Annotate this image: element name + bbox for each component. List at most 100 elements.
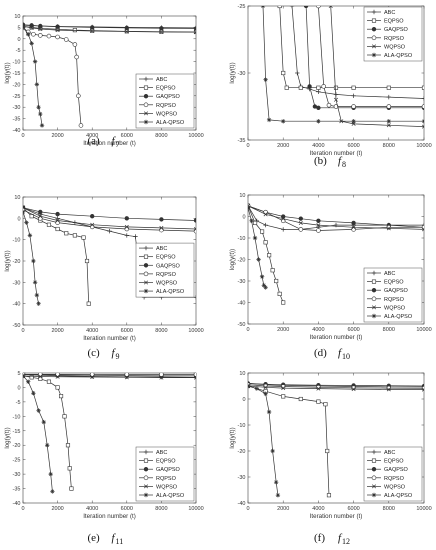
legend-label-gaqpso: GAQPSO	[156, 467, 181, 473]
legend-marker	[143, 475, 149, 481]
y-tick-label: -10	[13, 238, 21, 244]
y-tick-label: -30	[13, 105, 21, 111]
legend-label-ala-qpso: ALA-QPSO	[384, 314, 413, 320]
data-point	[159, 29, 164, 34]
y-tick-label: -35	[13, 117, 21, 123]
legend-marker	[371, 449, 377, 455]
x-tick-label: 6000	[121, 506, 133, 512]
x-tick-label: 8000	[155, 328, 167, 334]
y-tick-label: 10	[239, 193, 245, 199]
panel-caption: (f) f 12	[314, 532, 350, 546]
chart-panel-f: 0 2000 4000 6000 8000 10000 10 0 -10 -20 -30 -40 Ite…	[229, 371, 432, 546]
data-point	[386, 226, 391, 231]
data-point	[263, 212, 268, 217]
data-point	[386, 387, 391, 392]
x-tick-label: 6000	[347, 506, 359, 512]
legend-label-eqpso: EQPSO	[156, 86, 176, 92]
y-tick-label: -30	[13, 472, 21, 478]
data-point	[90, 29, 95, 34]
series-group	[248, 203, 424, 305]
data-point	[298, 85, 303, 90]
legend-label-rqpso: RQPSO	[156, 103, 177, 109]
caption-subscript: 12	[342, 537, 350, 546]
data-point	[62, 414, 67, 419]
x-tick-label: 2000	[51, 506, 63, 512]
x-tick-label: 10000	[416, 327, 431, 333]
data-point	[421, 96, 424, 101]
data-point	[298, 227, 304, 232]
data-point	[124, 373, 130, 377]
data-point	[316, 223, 321, 228]
data-point	[90, 214, 95, 219]
data-point	[124, 25, 129, 31]
data-point	[193, 30, 196, 35]
legend-marker	[371, 270, 377, 276]
data-point	[421, 227, 424, 232]
y-tick-label: -5	[16, 48, 21, 54]
data-point	[29, 41, 34, 46]
data-point	[326, 493, 332, 498]
data-point	[421, 119, 424, 124]
caption-subscript: 9	[116, 352, 120, 361]
data-point	[86, 301, 91, 306]
data-point	[333, 97, 339, 102]
x-tick-label: 4000	[312, 506, 324, 512]
data-point	[316, 85, 321, 90]
data-point	[38, 209, 43, 215]
legend: ABC EQPSO GAQPSO RQPSO WQPSO ALA-QPSO	[135, 73, 195, 129]
data-point	[333, 85, 339, 90]
y-tick-label: -20	[238, 258, 246, 264]
y-tick-label: -15	[13, 429, 21, 435]
data-point	[38, 376, 43, 381]
data-point	[256, 257, 261, 262]
data-point	[193, 375, 196, 380]
legend-label-wqpso: WQPSO	[156, 484, 178, 490]
y-tick-label: -20	[13, 259, 21, 265]
y-tick-label: -40	[238, 301, 246, 307]
data-point	[133, 234, 138, 239]
data-point	[29, 25, 34, 30]
data-point	[124, 375, 129, 380]
data-point	[386, 123, 391, 128]
data-point	[90, 222, 95, 227]
data-point	[248, 205, 251, 211]
legend-marker	[371, 484, 377, 489]
caption-function: f	[112, 347, 117, 359]
data-point	[316, 119, 321, 124]
data-point	[90, 375, 95, 380]
data-point	[263, 222, 268, 228]
data-point	[316, 89, 321, 94]
data-point	[333, 222, 339, 228]
data-point	[159, 225, 164, 230]
data-point	[36, 408, 41, 413]
legend-marker	[143, 492, 149, 498]
y-tick-label: -10	[238, 423, 246, 429]
data-point	[193, 26, 196, 31]
data-point	[29, 214, 34, 219]
data-point	[273, 480, 279, 485]
data-point	[193, 218, 196, 223]
x-axis-label: Iteration number (t)	[310, 513, 363, 520]
data-point	[260, 229, 265, 234]
chart-panel-a: 0 2000 4000 6000 8000 10000 10 5 0 -5 -10 -15 -20 -25…	[4, 14, 204, 149]
data-point	[64, 231, 69, 236]
data-point	[254, 386, 259, 391]
x-tick-label: 6000	[121, 133, 133, 139]
data-point	[55, 374, 60, 379]
data-point	[316, 105, 321, 111]
legend-marker	[371, 9, 377, 15]
x-tick-label: 8000	[383, 506, 395, 512]
data-point	[76, 93, 81, 99]
data-point	[46, 33, 52, 39]
data-point	[124, 226, 130, 232]
legend-marker	[371, 288, 377, 293]
data-point	[351, 93, 356, 98]
x-tick-label: 10000	[188, 328, 203, 334]
legend-label-wqpso: WQPSO	[156, 280, 178, 286]
data-point	[58, 394, 64, 399]
data-point	[50, 489, 55, 494]
data-point	[55, 211, 60, 217]
data-point	[421, 124, 424, 129]
data-point	[284, 85, 289, 90]
data-point	[280, 218, 286, 224]
